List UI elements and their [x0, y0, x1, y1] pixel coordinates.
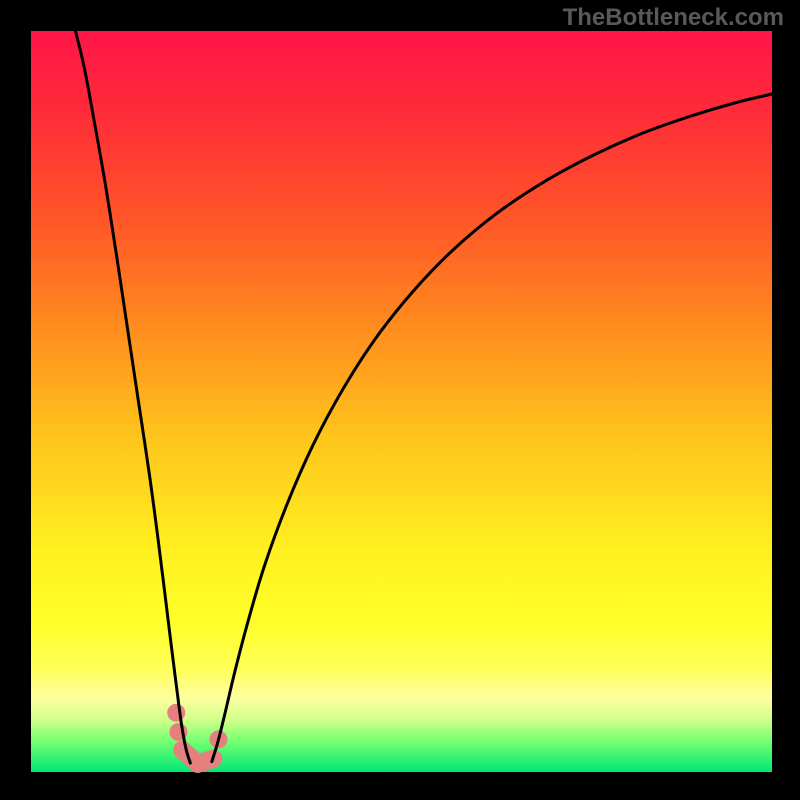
- plot-area: [31, 31, 772, 772]
- bottom-mark-dot: [167, 704, 185, 722]
- watermark-label: TheBottleneck.com: [563, 4, 784, 32]
- curve-right: [212, 94, 772, 762]
- chart-svg: [31, 31, 772, 772]
- curve-left: [75, 31, 190, 763]
- chart-canvas: TheBottleneck.com: [0, 0, 800, 800]
